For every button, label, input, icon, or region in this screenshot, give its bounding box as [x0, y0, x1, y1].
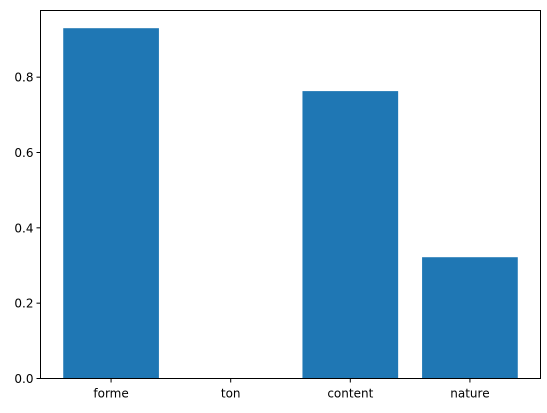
y-tick-label-0.0: 0.0 [14, 372, 33, 386]
bar-nature [422, 257, 518, 379]
x-axis: forme ton content nature [93, 378, 490, 401]
y-tick-label-0.8: 0.8 [14, 71, 33, 85]
x-tick-label-nature: nature [450, 387, 489, 401]
y-tick-label-0.6: 0.6 [14, 146, 33, 160]
x-tick-label-ton: ton [221, 387, 241, 401]
x-tick-label-forme: forme [93, 387, 128, 401]
plot-frame [40, 10, 541, 379]
x-tick-label-content: content [327, 387, 373, 401]
bars-group [63, 28, 518, 379]
bar-content [302, 91, 399, 379]
y-tick-label-0.2: 0.2 [14, 297, 33, 311]
y-axis: 0.0 0.2 0.4 0.6 0.8 [14, 71, 41, 386]
y-tick-label-0.4: 0.4 [14, 221, 33, 235]
bar-forme [63, 28, 159, 379]
